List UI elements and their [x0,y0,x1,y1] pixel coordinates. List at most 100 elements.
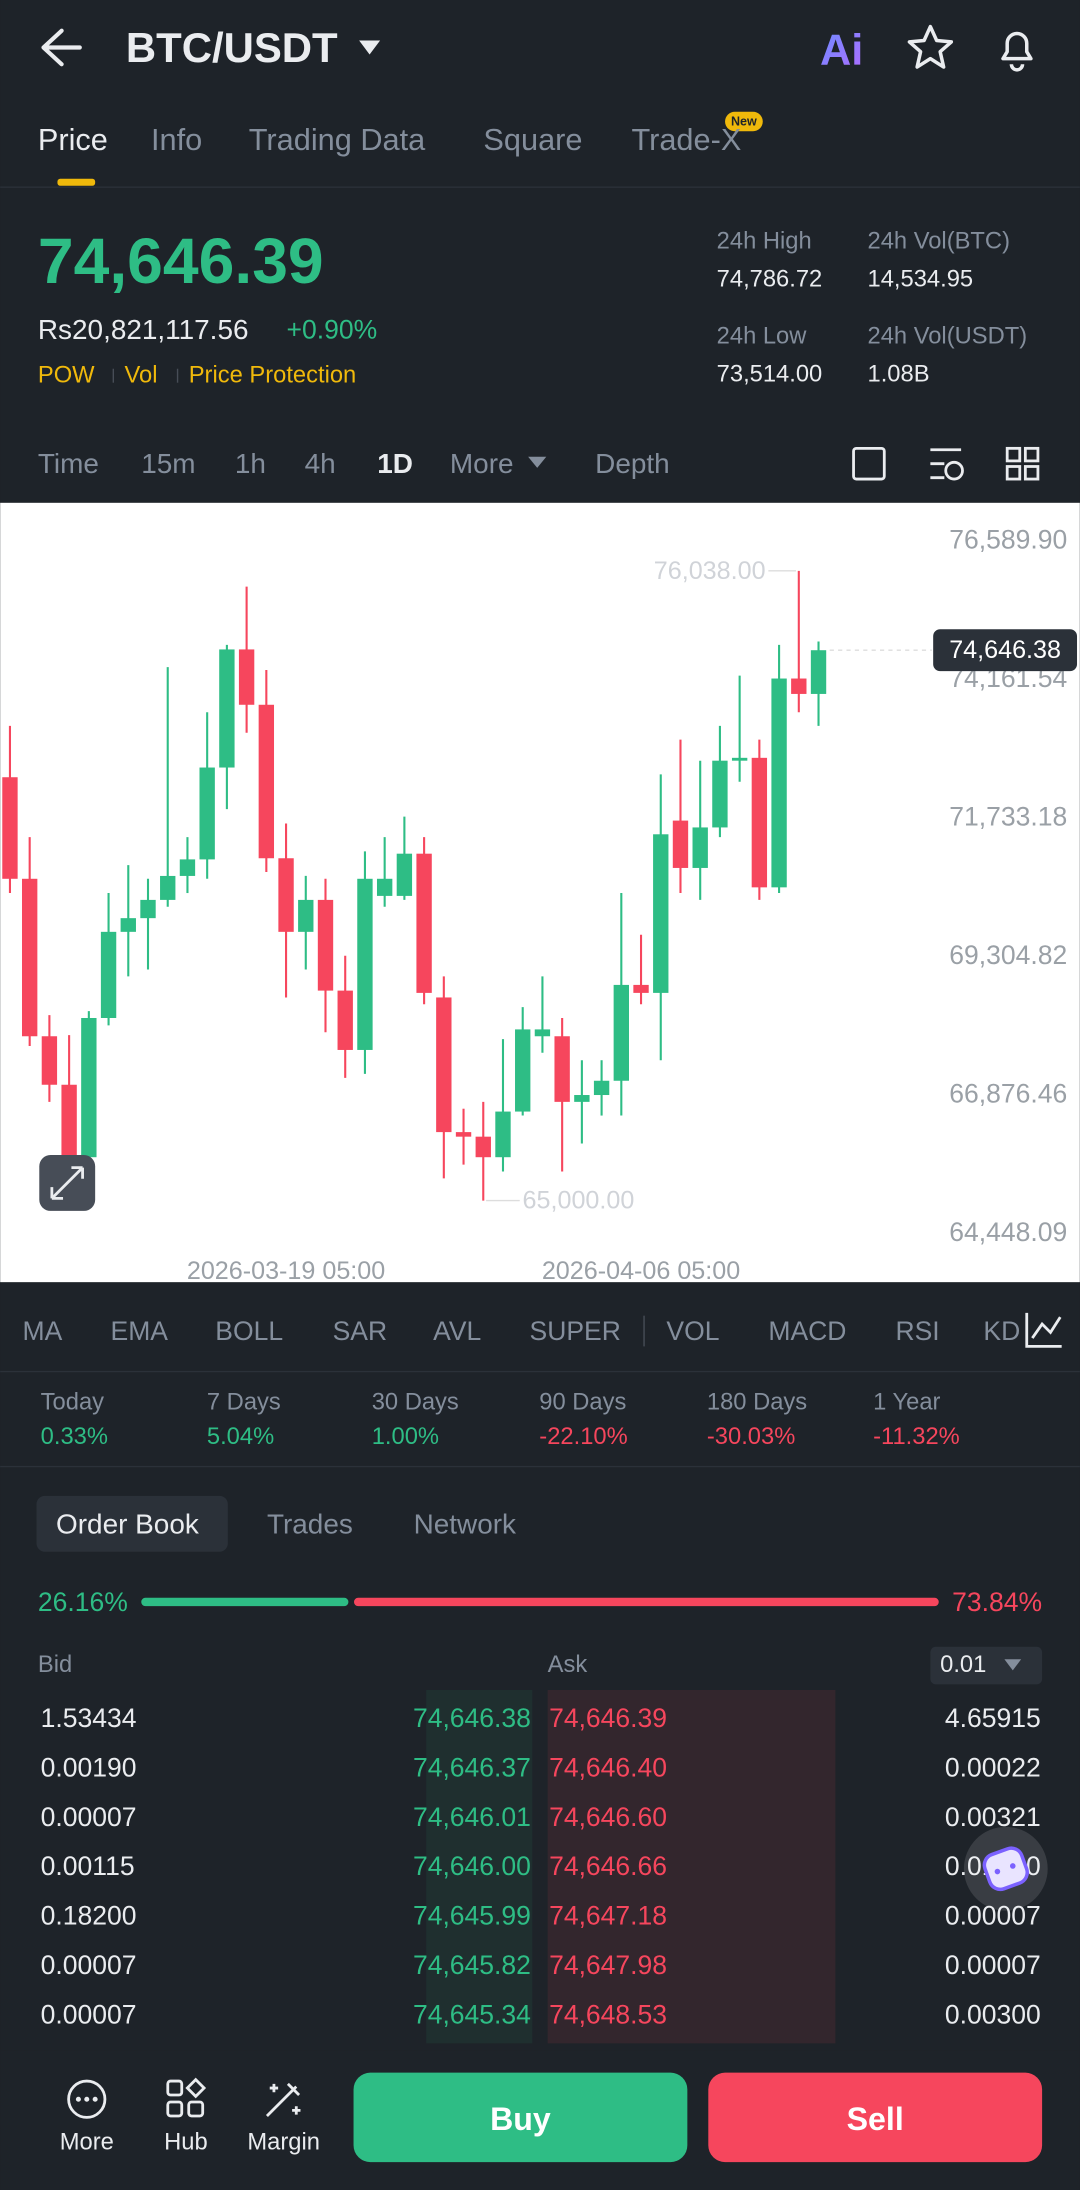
candle-body [672,820,689,868]
max-label: 76,038.00 [654,557,766,585]
indicator[interactable]: EMA [111,1316,169,1346]
tab[interactable]: Trading Data [249,122,426,157]
interval[interactable]: 1D [377,448,413,479]
indicator[interactable]: MACD [768,1316,846,1346]
order-book-tab[interactable]: Network [414,1508,516,1539]
interval[interactable]: 4h [305,448,336,479]
favorite-button[interactable] [907,24,954,69]
candle-body [554,1036,570,1102]
bid-qty: 0.00190 [41,1752,137,1782]
pair-dropdown[interactable] [359,40,381,55]
ask-ratio-bar [353,1597,939,1607]
hub-icon[interactable] [166,2077,207,2118]
indicator[interactable]: AVL [433,1316,481,1346]
ai-button[interactable]: Ai [820,26,863,74]
tab[interactable]: Trade-X [631,122,741,157]
interval[interactable]: 15m [141,448,195,479]
tab[interactable]: Info [151,122,202,157]
pair-title[interactable]: BTC/USDT [126,24,338,71]
buy-button[interactable] [353,2072,688,2163]
bid-qty: 0.00007 [41,1802,137,1832]
nav-label[interactable]: More [60,2130,114,2156]
settings-button[interactable] [930,448,962,480]
stat-label: 24h High [717,229,812,255]
sell-button[interactable] [708,2072,1043,2163]
interval[interactable]: More [450,448,514,479]
stat-value: 73,514.00 [717,361,823,387]
nav-label[interactable]: Hub [164,2130,208,2156]
texts: BTC/USDT Ai Price Info Trading Data Square Tra… [23,24,1043,2156]
y-tick-label: 71,733.18 [949,801,1067,831]
candle-body [160,875,176,900]
candle-body [653,834,669,993]
candle-body [416,853,432,993]
indicator[interactable]: SAR [333,1316,388,1346]
indicator[interactable]: RSI [895,1316,939,1346]
price-change: +0.90% [287,315,378,345]
interval[interactable]: Time [38,448,99,479]
buy-label[interactable]: Buy [490,2101,551,2137]
order-book-tab[interactable]: Order Book [56,1508,199,1539]
indicator[interactable]: VOL [666,1316,719,1346]
bid-qty: 1.53434 [41,1703,137,1733]
candle-body [357,878,373,1050]
bid-price: 74,646.01 [413,1802,531,1832]
active-tab-bg [36,1495,228,1552]
layout-cell [1023,465,1040,481]
dot [75,2096,81,2102]
back-button[interactable] [41,28,82,67]
indicator[interactable]: MA [23,1316,63,1346]
new-badge-text: New [731,115,757,129]
bid-price: 74,645.99 [413,1901,531,1931]
precision-select[interactable] [930,1646,1043,1685]
ask-price: 74,646.40 [549,1752,667,1782]
tag[interactable]: Vol [124,363,157,389]
candle-body [219,649,235,768]
margin-icon[interactable] [265,2082,301,2117]
more-icon[interactable] [67,2079,107,2119]
period-label: 180 Days [707,1389,807,1415]
nav-label[interactable]: Margin [247,2130,320,2156]
bid-ratio-bar [141,1597,349,1607]
period-label: 1 Year [873,1389,940,1415]
candle-body [475,1136,491,1158]
interval[interactable]: 1h [235,448,266,479]
candle-body [791,678,807,694]
y-tick-label: 69,304.82 [949,940,1067,970]
tag[interactable]: POW [38,363,95,389]
tab[interactable]: Price [38,122,108,157]
tag[interactable]: Price Protection [189,363,357,389]
stat-label: 24h Vol(USDT) [868,324,1028,350]
fullscreen-button[interactable] [852,446,886,481]
indicator[interactable]: KD [983,1316,1020,1346]
candle-body [396,853,413,896]
assistant-eye [1009,1863,1016,1869]
bid-price: 74,646.38 [413,1703,531,1733]
dot [92,2096,98,2102]
indicator-settings[interactable] [1025,1312,1062,1348]
assistant-icon [982,1846,1029,1892]
bid-price: 74,645.34 [413,2000,531,2030]
candlestick-chart: 76,589.9074,161.5471,733.1869,304.8266,8… [2,524,1078,1285]
bid-price: 74,646.37 [413,1752,531,1782]
tab[interactable]: Square [483,122,582,157]
dot [84,2096,90,2102]
order-book-tab[interactable]: Trades [267,1508,353,1539]
candle-body [376,878,393,896]
indicator[interactable]: SUPER [530,1316,621,1346]
candle-body [317,899,334,991]
period-change: 1.00% [372,1424,439,1450]
notification-button[interactable] [1001,31,1033,72]
layout-button[interactable] [1005,446,1022,463]
stat-value: 14,534.95 [868,266,974,292]
sell-label[interactable]: Sell [847,2101,904,2137]
period-label: Today [41,1389,104,1415]
precision-caret [1004,1659,1022,1671]
period-label: 90 Days [539,1389,626,1415]
candle-body [61,1084,77,1158]
ask-ratio: 73.84% [952,1587,1042,1617]
indicator[interactable]: BOLL [215,1316,283,1346]
precision[interactable]: 0.01 [940,1652,986,1678]
interval[interactable]: Depth [595,448,670,479]
